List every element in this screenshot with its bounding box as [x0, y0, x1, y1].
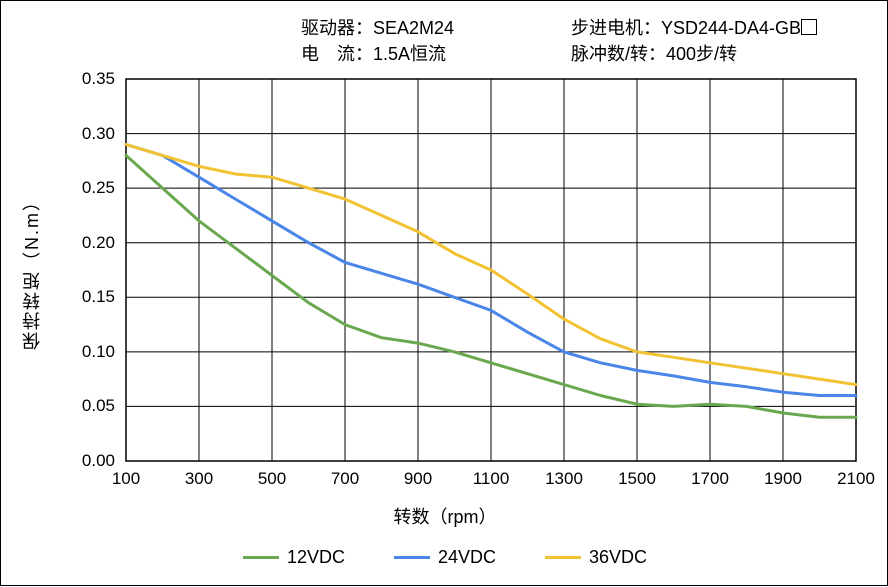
legend-swatch-36vdc	[545, 556, 581, 559]
x-tick: 500	[258, 469, 286, 489]
y-tick: 0.05	[55, 396, 115, 416]
y-tick: 0.15	[55, 287, 115, 307]
legend-item-12vdc: 12VDC	[243, 547, 345, 568]
x-tick: 1300	[545, 469, 583, 489]
legend-label-24vdc: 24VDC	[438, 547, 496, 568]
legend-label-12vdc: 12VDC	[287, 547, 345, 568]
legend-item-24vdc: 24VDC	[394, 547, 496, 568]
legend-swatch-24vdc	[394, 556, 430, 559]
legend-label-36vdc: 36VDC	[589, 547, 647, 568]
chart-container: 驱动器：SEA2M24 步进电机：YSD244-DA4-GB 电 流：1.5A恒…	[0, 0, 888, 586]
x-tick: 300	[185, 469, 213, 489]
x-tick: 1900	[764, 469, 802, 489]
x-tick: 900	[404, 469, 432, 489]
y-tick: 0.30	[55, 124, 115, 144]
legend-swatch-12vdc	[243, 556, 279, 559]
x-tick: 700	[331, 469, 359, 489]
legend-item-36vdc: 36VDC	[545, 547, 647, 568]
line-chart-plot	[1, 1, 888, 587]
x-tick: 2100	[837, 469, 875, 489]
y-tick: 0.00	[55, 451, 115, 471]
y-tick: 0.20	[55, 233, 115, 253]
x-axis-label: 转数（rpm）	[1, 503, 888, 529]
x-tick: 1700	[691, 469, 729, 489]
x-tick: 1100	[473, 469, 510, 489]
y-tick: 0.25	[55, 178, 115, 198]
x-tick: 100	[112, 469, 140, 489]
legend: 12VDC 24VDC 36VDC	[1, 543, 888, 568]
x-tick: 1500	[618, 469, 656, 489]
y-tick: 0.35	[55, 69, 115, 89]
y-tick: 0.10	[55, 342, 115, 362]
